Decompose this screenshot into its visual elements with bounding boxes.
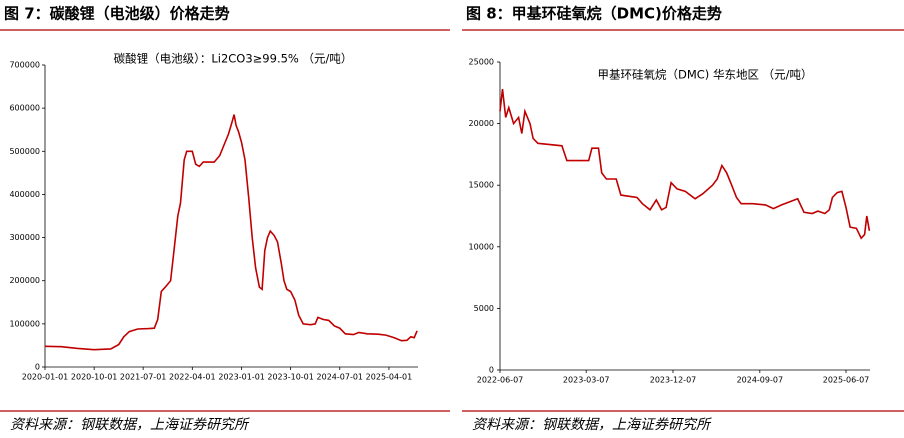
x-tick-label: 2023-01-01 [218, 373, 265, 382]
x-tick-label: 2023-12-07 [650, 376, 697, 385]
x-tick-label: 2025-06-07 [823, 376, 870, 385]
y-tick-label: 5000 [474, 304, 494, 313]
source-note: 资料来源：钢联数据，上海证券研究所 [10, 417, 250, 433]
y-tick-label: 400000 [9, 190, 40, 199]
x-tick-label: 2025-04-01 [366, 373, 413, 382]
y-tick-label: 15000 [469, 181, 494, 190]
x-tick-label: 2020-10-01 [71, 373, 118, 382]
x-tick-label: 2024-09-07 [737, 376, 784, 385]
figure-title: 图 8：甲基环硅氧烷（DMC)价格走势 [466, 5, 722, 23]
price-line [44, 114, 418, 351]
x-tick-label: 2022-04-01 [169, 373, 216, 382]
chart-title: 碳酸锂（电池级）：Li2CO3≥99.5% （元/吨） [114, 52, 353, 66]
y-tick-label: 200000 [9, 276, 40, 285]
figure-title: 图 7：碳酸锂（电池级）价格走势 [4, 5, 230, 23]
y-tick-label: 500000 [9, 147, 40, 156]
y-tick-label: 100000 [9, 319, 40, 328]
y-tick-label: 25000 [469, 58, 494, 67]
x-tick-label: 2024-07-01 [317, 373, 364, 382]
x-tick-label: 2021-07-01 [120, 373, 167, 382]
x-tick-label: 2023-03-07 [563, 376, 610, 385]
y-tick-label: 10000 [469, 242, 494, 251]
x-tick-label: 2022-06-07 [477, 376, 524, 385]
source-note: 资料来源：钢联数据，上海证券研究所 [472, 417, 712, 433]
y-tick-label: 20000 [469, 119, 494, 128]
x-tick-label: 2020-01-01 [22, 373, 69, 382]
y-tick-label: 0 [489, 366, 494, 375]
y-tick-label: 600000 [9, 104, 40, 113]
y-tick-label: 300000 [9, 233, 40, 242]
x-tick-label: 2023-10-01 [267, 373, 314, 382]
y-tick-label: 0 [35, 363, 40, 372]
price-line [499, 89, 871, 240]
y-tick-label: 700000 [9, 61, 40, 70]
chart-title: 甲基环硅氧烷（DMC) 华东地区 （元/吨） [598, 68, 813, 82]
